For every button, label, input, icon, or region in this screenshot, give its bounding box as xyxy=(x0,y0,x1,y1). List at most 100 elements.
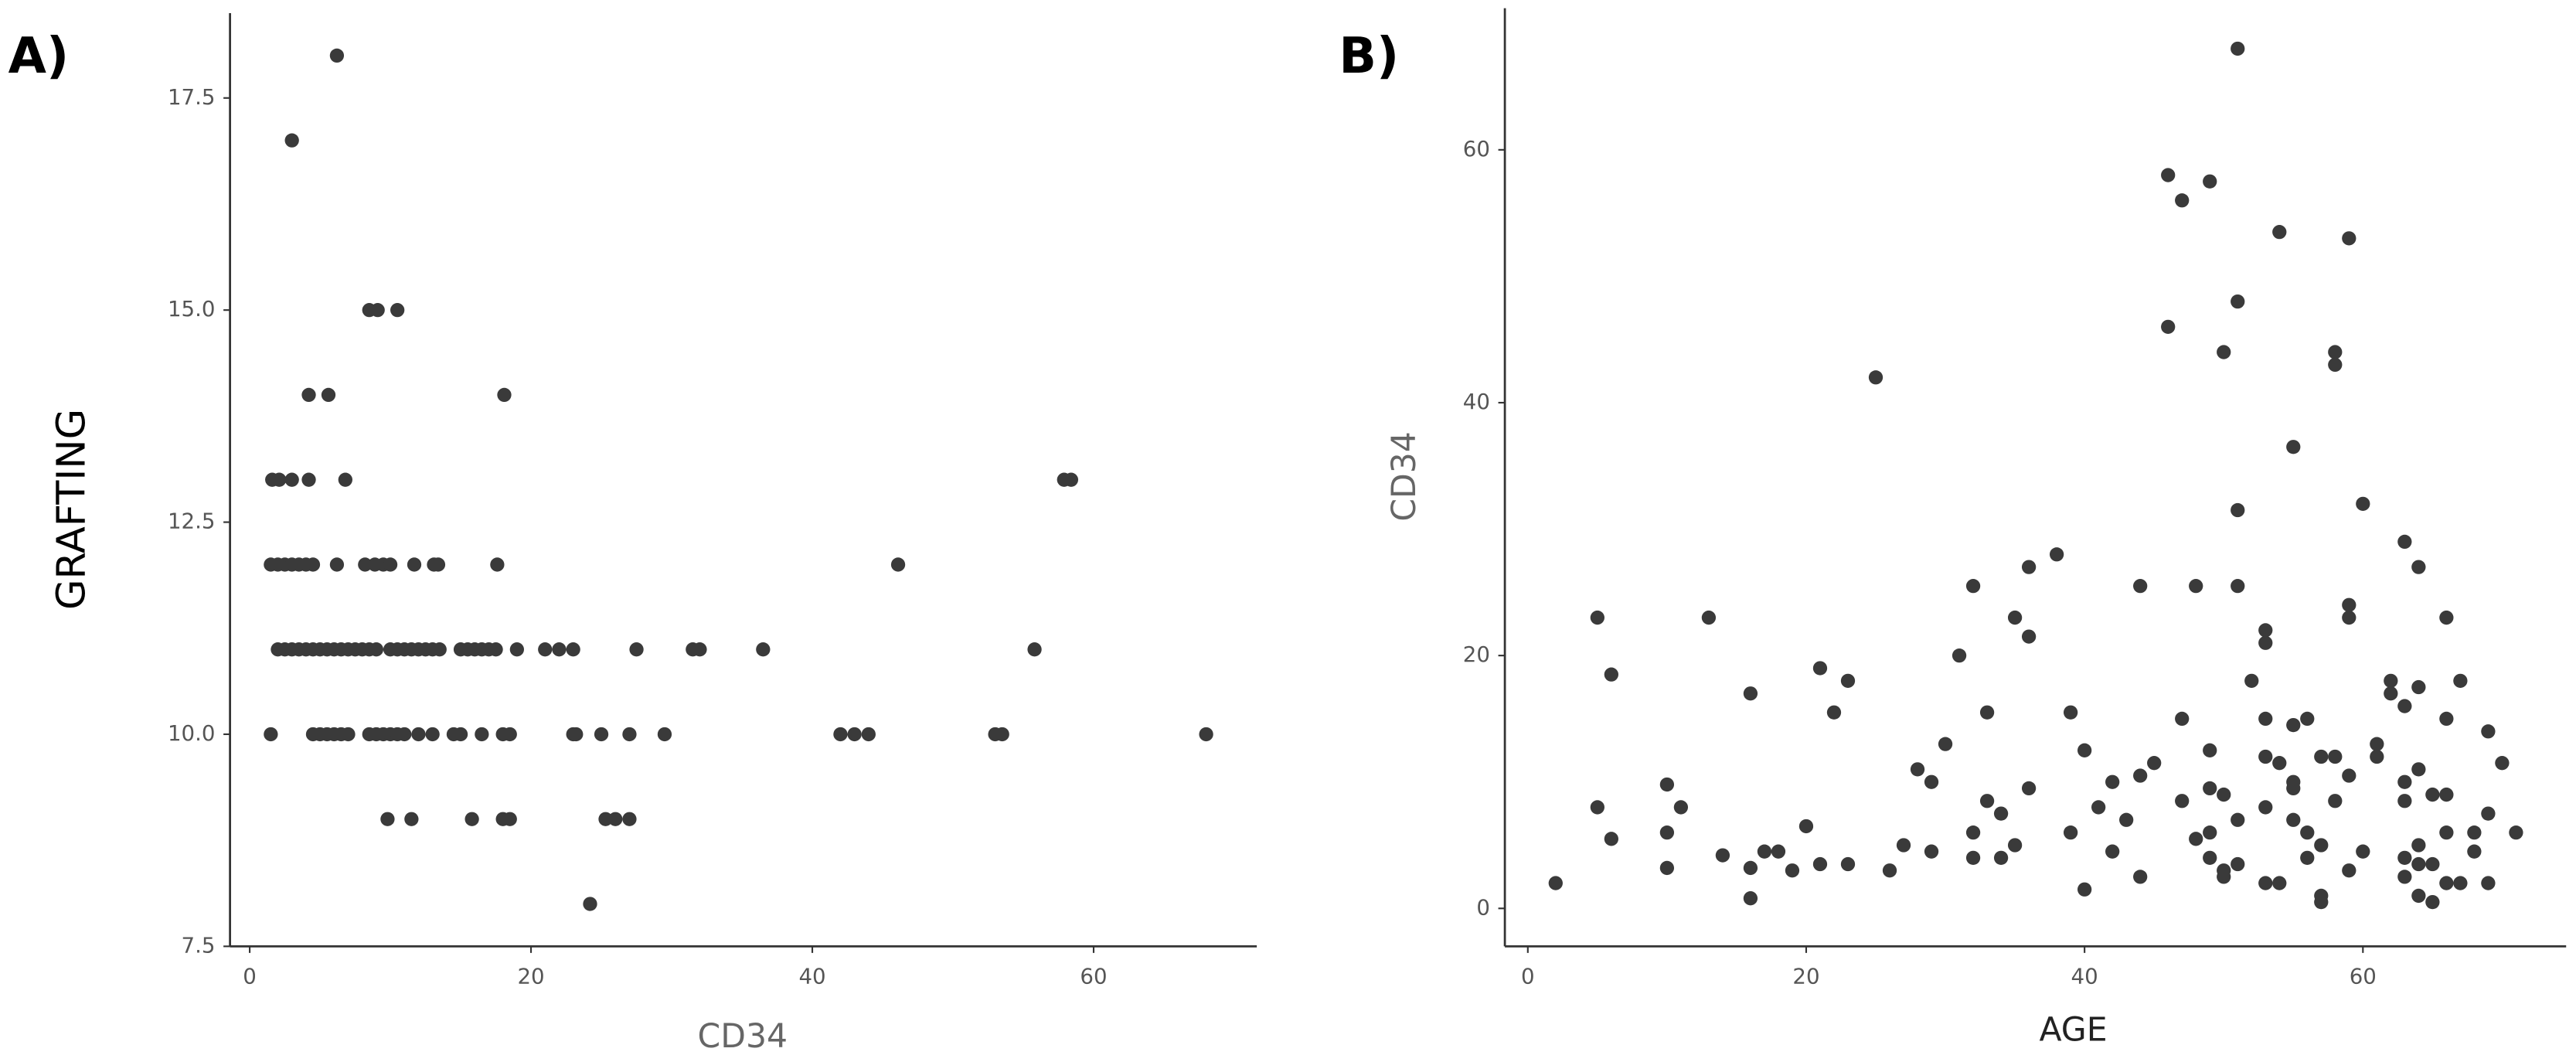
point xyxy=(2495,756,2510,771)
x-tick-label: 20 xyxy=(1792,964,1819,989)
point xyxy=(430,557,446,572)
x-axis-title: AGE xyxy=(2039,1011,2107,1049)
point xyxy=(552,642,567,657)
y-tick-label: 17.5 xyxy=(168,84,216,110)
point xyxy=(1715,848,1730,863)
point xyxy=(569,727,584,742)
point xyxy=(1659,825,1675,840)
point xyxy=(2231,579,2245,594)
point xyxy=(2342,768,2357,783)
point xyxy=(2439,876,2454,890)
point xyxy=(1701,610,1717,625)
panel-label: A) xyxy=(9,28,69,85)
point xyxy=(2439,787,2454,802)
point xyxy=(453,727,468,742)
point xyxy=(2258,635,2273,650)
point xyxy=(264,727,278,742)
point xyxy=(329,557,345,572)
point xyxy=(2328,357,2343,373)
point xyxy=(2286,717,2301,733)
point xyxy=(321,387,336,403)
point xyxy=(2481,724,2496,739)
point xyxy=(608,812,623,826)
y-axis-title: CD34 xyxy=(1386,431,1424,521)
point xyxy=(2397,774,2412,789)
point xyxy=(2397,794,2412,808)
point xyxy=(390,303,405,318)
point xyxy=(502,812,517,826)
point xyxy=(2411,679,2426,695)
panel-label: B) xyxy=(1339,28,1399,85)
point xyxy=(2244,673,2259,688)
point xyxy=(2175,794,2190,808)
point xyxy=(407,557,422,572)
y-tick-label: 40 xyxy=(1463,389,1490,414)
point xyxy=(1993,850,2009,865)
point xyxy=(2231,502,2245,518)
point xyxy=(2203,825,2217,840)
point xyxy=(380,812,395,826)
point xyxy=(833,727,848,742)
point xyxy=(2467,844,2482,859)
point xyxy=(2397,850,2412,865)
point xyxy=(629,642,644,657)
point xyxy=(2231,856,2245,872)
point xyxy=(2021,560,2037,574)
point xyxy=(756,642,771,657)
y-axis-title: GRAFTING xyxy=(49,409,95,610)
point xyxy=(2258,623,2273,638)
point xyxy=(2314,749,2329,764)
y-tick-label: 10.0 xyxy=(168,720,216,746)
point xyxy=(2147,756,2162,771)
point xyxy=(861,727,876,742)
point xyxy=(2133,579,2148,594)
point xyxy=(2411,888,2426,904)
point xyxy=(329,48,345,63)
point xyxy=(2007,610,2023,625)
y-tick-label: 7.5 xyxy=(182,932,216,958)
point xyxy=(369,642,384,657)
point xyxy=(1868,370,1884,385)
point xyxy=(2342,231,2357,246)
point xyxy=(2356,844,2370,859)
point xyxy=(2021,629,2037,644)
point xyxy=(2217,345,2231,359)
point xyxy=(475,727,489,742)
point xyxy=(1757,844,1772,859)
point xyxy=(1896,838,1911,853)
point xyxy=(2384,673,2398,688)
point xyxy=(2217,870,2231,884)
point xyxy=(2217,787,2231,802)
y-tick-label: 60 xyxy=(1463,136,1490,162)
y-tick-label: 12.5 xyxy=(168,509,216,534)
point xyxy=(2453,876,2468,890)
point xyxy=(2342,597,2357,612)
point xyxy=(2161,319,2176,334)
point xyxy=(1840,856,1856,872)
point xyxy=(2258,711,2273,727)
point xyxy=(2133,870,2148,884)
point xyxy=(1910,762,1925,777)
point xyxy=(1965,850,1981,865)
point xyxy=(1826,705,1842,720)
point xyxy=(1743,686,1758,701)
x-tick-label: 60 xyxy=(2350,964,2377,989)
x-axis-title: CD34 xyxy=(698,1018,788,1056)
point xyxy=(370,303,385,318)
point xyxy=(2272,876,2287,890)
point xyxy=(566,642,580,657)
point xyxy=(2328,345,2343,359)
point xyxy=(2231,41,2245,56)
point xyxy=(890,557,906,572)
point xyxy=(2439,825,2454,840)
point xyxy=(2314,838,2329,853)
point xyxy=(432,642,447,657)
point xyxy=(1938,737,1953,751)
point xyxy=(1548,876,1563,890)
point xyxy=(383,557,398,572)
point xyxy=(2342,610,2357,625)
point xyxy=(2119,812,2134,827)
point xyxy=(2384,686,2398,701)
point xyxy=(341,727,356,742)
point xyxy=(2272,756,2287,771)
